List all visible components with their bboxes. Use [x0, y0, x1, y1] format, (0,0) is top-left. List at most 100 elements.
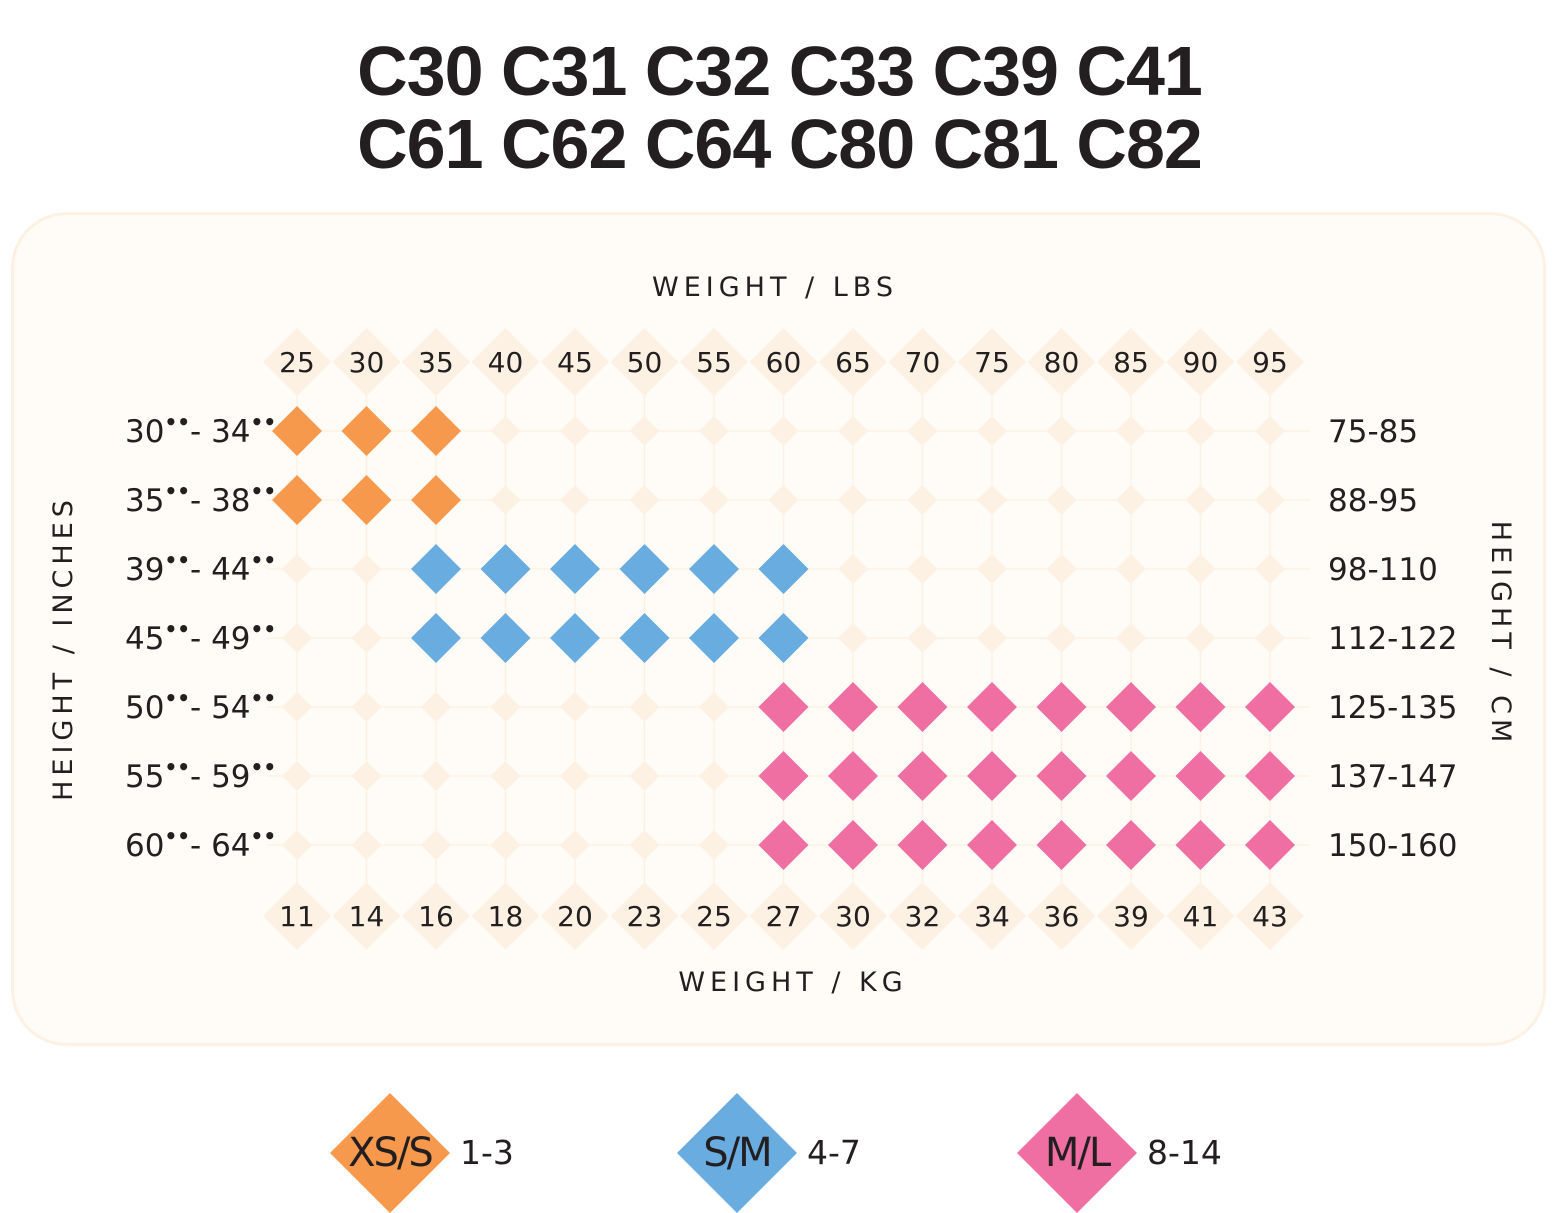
empty-cell-marker — [421, 692, 451, 722]
empty-cell-marker — [1255, 623, 1285, 653]
right-axis-title: HEIGHT / CM — [1485, 521, 1516, 747]
kg-tick-diamond — [749, 882, 818, 950]
size-marker-m-l — [967, 682, 1017, 732]
lbs-tick-label: 95 — [1252, 346, 1288, 379]
empty-cell-marker — [1046, 485, 1077, 515]
height-cm-label: 150-160 — [1328, 828, 1458, 864]
empty-cell-marker — [282, 830, 312, 860]
lbs-tick-label: 75 — [974, 346, 1010, 379]
empty-cell-marker — [490, 830, 521, 860]
kg-tick-label: 11 — [279, 900, 315, 933]
size-marker-m-l — [828, 820, 878, 870]
kg-tick-label: 32 — [905, 900, 941, 933]
legend-size-range: 4-7 — [807, 1133, 861, 1172]
empty-cell-marker — [1185, 416, 1216, 446]
height-inches-label: 35••- 38•• — [125, 479, 276, 519]
size-marker-m-l — [1175, 820, 1226, 870]
lbs-tick-label: 65 — [835, 346, 871, 379]
empty-cell-marker — [1046, 416, 1077, 446]
lbs-tick-diamond — [402, 328, 470, 396]
lbs-tick-label: 30 — [349, 346, 385, 379]
empty-cell-marker — [699, 761, 729, 791]
empty-cell-marker — [1116, 416, 1146, 446]
kg-tick-diamond — [1236, 882, 1304, 950]
size-marker-xs-s — [341, 475, 392, 525]
empty-cell-marker — [838, 554, 868, 584]
kg-tick-diamond — [402, 882, 470, 950]
empty-cell-marker — [1255, 554, 1285, 584]
size-marker-s-m — [550, 613, 600, 663]
size-marker-s-m — [689, 613, 739, 663]
empty-cell-marker — [768, 485, 799, 515]
lbs-tick-diamond — [1166, 328, 1235, 396]
kg-tick-label: 14 — [349, 900, 385, 933]
lbs-tick-label: 45 — [557, 346, 593, 379]
axis-labels: 25 30 35 40 45 50 55 60 65 70 75 80 85 90 95 11 14 16 18 20… — [48, 272, 1516, 998]
page-title-line-2: C61 C62 C64 C80 C81 C82 — [357, 105, 1203, 183]
empty-cell-marker — [629, 692, 660, 722]
empty-cell-marker — [1116, 485, 1146, 515]
kg-tick-label: 39 — [1113, 900, 1149, 933]
size-marker-m-l — [1245, 682, 1295, 732]
size-marker-m-l — [897, 751, 948, 801]
height-cm-label: 75-85 — [1328, 414, 1418, 450]
size-marker-s-m — [758, 613, 809, 663]
left-axis-title: HEIGHT / INCHES — [48, 495, 79, 801]
size-marker-s-m — [411, 544, 461, 594]
size-marker-m-l — [897, 820, 948, 870]
empty-cell-marker — [699, 830, 729, 860]
size-marker-m-l — [967, 751, 1017, 801]
empty-cell-marker — [838, 485, 868, 515]
size-marker-m-l — [1175, 751, 1226, 801]
empty-cell-marker — [1255, 416, 1285, 446]
empty-cell-marker — [838, 416, 868, 446]
empty-cell-marker — [907, 554, 938, 584]
size-marker-m-l — [1036, 820, 1087, 870]
empty-cell-marker — [560, 692, 590, 722]
kg-tick-label: 27 — [766, 900, 802, 933]
height-cm-label: 98-110 — [1328, 552, 1438, 588]
kg-tick-label: 41 — [1183, 900, 1219, 933]
size-marker-m-l — [1106, 682, 1156, 732]
empty-cell-marker — [1116, 623, 1146, 653]
empty-cell-marker — [282, 761, 312, 791]
lbs-tick-label: 35 — [418, 346, 454, 379]
empty-cell-marker — [351, 761, 382, 791]
lbs-tick-label: 85 — [1113, 346, 1149, 379]
height-cm-label: 112-122 — [1328, 621, 1458, 657]
empty-cell-marker — [560, 761, 590, 791]
kg-tick-diamond — [332, 882, 401, 950]
kg-tick-diamond — [888, 882, 957, 950]
size-marker-m-l — [828, 751, 878, 801]
empty-cell-marker — [282, 554, 312, 584]
size-marker-m-l — [1245, 751, 1295, 801]
size-marker-m-l — [1106, 751, 1156, 801]
size-marker-s-m — [480, 544, 531, 594]
size-marker-m-l — [758, 751, 809, 801]
empty-cell-marker — [699, 485, 729, 515]
size-marker-m-l — [897, 682, 948, 732]
empty-cell-marker — [421, 830, 451, 860]
empty-cell-marker — [351, 623, 382, 653]
size-marker-m-l — [1036, 751, 1087, 801]
height-inches-label: 30••- 34•• — [125, 410, 276, 450]
lbs-tick-label: 40 — [488, 346, 524, 379]
lbs-tick-label: 55 — [696, 346, 732, 379]
size-marker-xs-s — [411, 406, 461, 456]
kg-tick-diamond — [680, 882, 748, 950]
empty-cell-marker — [490, 692, 521, 722]
empty-cell-marker — [560, 416, 590, 446]
empty-cell-marker — [490, 416, 521, 446]
empty-cell-marker — [351, 692, 382, 722]
lbs-tick-label: 50 — [627, 346, 663, 379]
empty-cell-marker — [699, 692, 729, 722]
empty-cell-marker — [977, 416, 1007, 446]
height-cm-label: 88-95 — [1328, 483, 1418, 519]
empty-cell-marker — [907, 623, 938, 653]
empty-cell-marker — [977, 623, 1007, 653]
lbs-tick-diamond — [958, 328, 1026, 396]
lbs-tick-label: 90 — [1183, 346, 1219, 379]
empty-cell-marker — [490, 761, 521, 791]
empty-cell-marker — [351, 830, 382, 860]
height-cm-label: 125-135 — [1328, 690, 1458, 726]
